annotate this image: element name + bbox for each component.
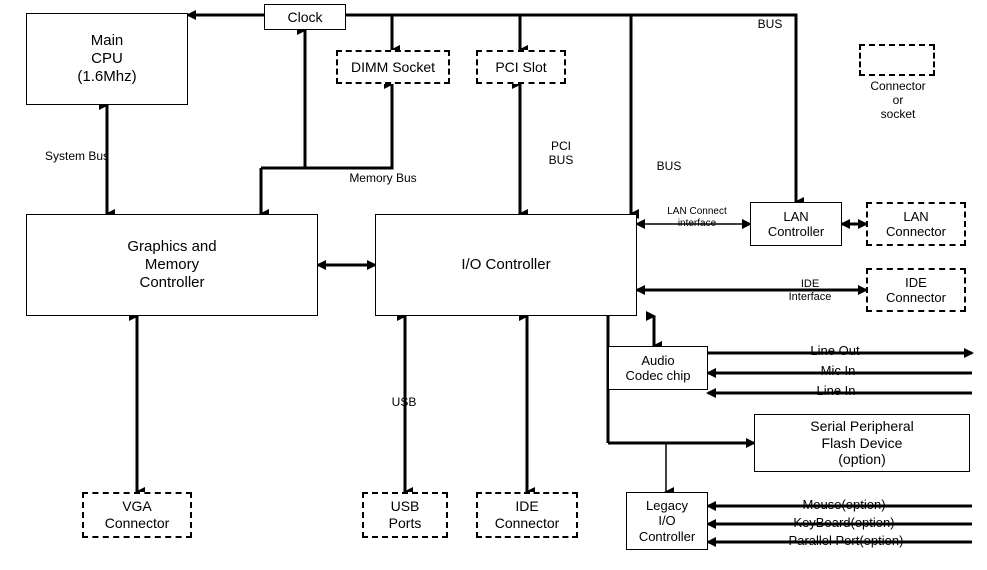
- node-lanconn: LANConnector: [866, 202, 966, 246]
- label-sysbus: System Bus: [32, 150, 122, 164]
- node-ideconn-text: Connector: [886, 290, 946, 305]
- label-membus: Memory Bus: [338, 172, 428, 186]
- node-cpu: MainCPU(1.6Mhz): [26, 13, 188, 105]
- node-clock: Clock: [264, 4, 346, 30]
- label-lanif: LAN Connect interface: [652, 206, 742, 229]
- node-gmc-text: Memory: [145, 256, 199, 274]
- node-spfd-text: (option): [838, 451, 885, 468]
- node-spfd-text: Serial Peripheral: [810, 418, 914, 435]
- node-usbports-text: USB: [391, 498, 420, 515]
- node-lanconn-text: Connector: [886, 224, 946, 239]
- edge-5: [261, 84, 392, 168]
- node-ioc: I/O Controller: [375, 214, 637, 316]
- node-vga-text: Connector: [105, 515, 170, 532]
- node-ideconn-text: IDE: [905, 275, 927, 290]
- node-vga: VGAConnector: [82, 492, 192, 538]
- label-usb: USB: [384, 396, 424, 410]
- label-keyboard: KeyBoard(option): [764, 516, 924, 531]
- node-lanconn-text: LAN: [903, 209, 928, 224]
- node-cpu-text: Main: [91, 32, 124, 50]
- label-lineout: Line Out: [790, 344, 880, 359]
- label-bus1: BUS: [745, 18, 795, 32]
- node-gmc-text: Graphics and: [127, 238, 216, 256]
- node-lanctrl-text: Controller: [768, 224, 824, 239]
- node-ideconn: IDEConnector: [866, 268, 966, 312]
- node-ideconn2: IDEConnector: [476, 492, 578, 538]
- node-legacy: LegacyI/OController: [626, 492, 708, 550]
- node-lanctrl: LANController: [750, 202, 842, 246]
- node-audio-text: Audio: [641, 353, 674, 368]
- node-spfd-text: Flash Device: [822, 435, 903, 452]
- node-legacy-text: Controller: [639, 529, 695, 544]
- label-linein: Line In: [796, 384, 876, 399]
- label-bus2: BUS: [648, 160, 690, 174]
- node-spfd: Serial PeripheralFlash Device(option): [754, 414, 970, 472]
- node-legendbox: [859, 44, 935, 76]
- label-mouse: Mouse(option): [774, 498, 914, 513]
- node-pci: PCI Slot: [476, 50, 566, 84]
- node-legacy-text: I/O: [658, 513, 675, 528]
- node-cpu-text: (1.6Mhz): [77, 68, 136, 86]
- node-clock-text: Clock: [287, 9, 322, 26]
- label-parallel: Parallel Port(option): [756, 534, 936, 549]
- node-audio-text: Codec chip: [625, 368, 690, 383]
- label-pcibus: PCI BUS: [540, 140, 582, 168]
- node-ideconn2-text: Connector: [495, 515, 560, 532]
- node-usbports-text: Ports: [389, 515, 422, 532]
- node-lanctrl-text: LAN: [783, 209, 808, 224]
- node-dimm-text: DIMM Socket: [351, 59, 435, 76]
- node-pci-text: PCI Slot: [495, 59, 546, 76]
- node-dimm: DIMM Socket: [336, 50, 450, 84]
- diagram-canvas: MainCPU(1.6Mhz) Clock DIMM Socket PCI Slot G…: [0, 0, 987, 570]
- node-gmc: Graphics andMemoryController: [26, 214, 318, 316]
- label-ideif: IDE Interface: [770, 278, 850, 303]
- label-micin: Mic In: [798, 364, 878, 379]
- node-cpu-text: CPU: [91, 50, 123, 68]
- node-legacy-text: Legacy: [646, 498, 688, 513]
- node-audio: AudioCodec chip: [608, 346, 708, 390]
- node-usbports: USBPorts: [362, 492, 448, 538]
- node-ioc-text: I/O Controller: [461, 256, 550, 274]
- node-ideconn2-text: IDE: [515, 498, 538, 515]
- node-vga-text: VGA: [122, 498, 152, 515]
- node-gmc-text: Controller: [139, 274, 204, 292]
- label-legend: Connector or socket: [858, 80, 938, 121]
